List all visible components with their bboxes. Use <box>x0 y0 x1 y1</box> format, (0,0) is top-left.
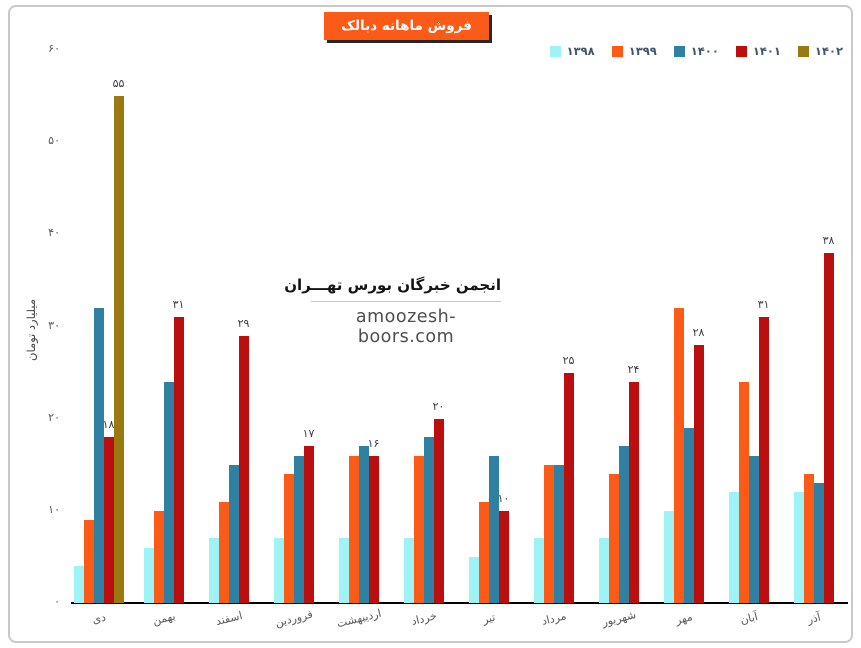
bar <box>163 381 174 603</box>
legend-item: ۱۴۰۲ <box>797 44 843 58</box>
bar-value-label: ۲۸ <box>692 325 705 339</box>
y-tick-label: ۵۰ <box>48 134 60 148</box>
bar <box>93 308 104 603</box>
bar <box>803 473 814 603</box>
watermark-website: amoozesh-boors.com <box>355 307 457 347</box>
legend: ۱۳۹۸ ۱۳۹۹ ۱۴۰۰ ۱۴۰۱ ۱۴۰۲ <box>549 44 843 58</box>
legend-label: ۱۴۰۱ <box>752 44 781 58</box>
y-tick-label: ۱۰ <box>48 502 60 516</box>
bar <box>238 335 249 603</box>
bar <box>748 455 759 603</box>
legend-label: ۱۴۰۲ <box>814 44 843 58</box>
legend-label: ۱۳۹۹ <box>628 44 657 58</box>
bar <box>728 492 739 603</box>
bar <box>413 455 424 603</box>
bar <box>303 446 314 603</box>
bar-value-label: ۵۵ <box>112 77 125 91</box>
y-tick-label: ۳۰ <box>48 318 60 332</box>
bar-value-label: ۲۵ <box>562 353 575 367</box>
legend-label: ۱۳۹۸ <box>566 44 595 58</box>
legend-swatch <box>549 45 561 57</box>
bar <box>103 437 114 603</box>
bar-value-label: ۲۹ <box>237 316 250 330</box>
bar <box>663 510 674 603</box>
bar-value-label: ۳۱ <box>757 298 770 312</box>
bar <box>673 308 684 603</box>
legend-swatch <box>735 45 747 57</box>
bar-value-label: ۲۴ <box>627 362 640 376</box>
bar <box>628 381 639 603</box>
bar <box>823 252 834 603</box>
x-axis-line <box>71 602 848 604</box>
bar <box>423 437 434 603</box>
legend-item: ۱۴۰۱ <box>735 44 781 58</box>
bar <box>218 501 229 603</box>
bar <box>608 473 619 603</box>
bar <box>403 538 414 603</box>
bar <box>543 464 554 603</box>
bar <box>598 538 609 603</box>
bar <box>693 344 704 603</box>
bar <box>358 446 369 603</box>
bar <box>208 538 219 603</box>
bar <box>488 455 499 603</box>
bar <box>478 501 489 603</box>
bar <box>683 427 694 603</box>
bar-value-label: ۱۶ <box>367 436 380 450</box>
bar <box>498 510 509 603</box>
bar-value-label: ۱۸ <box>102 418 115 432</box>
bar <box>433 418 444 603</box>
bar <box>283 473 294 603</box>
legend-item: ۱۴۰۰ <box>673 44 719 58</box>
y-tick-label: ۰ <box>54 595 60 608</box>
bar <box>273 538 284 603</box>
bar-value-label: ۱۰ <box>497 491 510 505</box>
legend-swatch <box>611 45 623 57</box>
watermark: انجمن خبرگان بورس تهـــران amoozesh-boor… <box>284 276 501 347</box>
bar <box>368 455 379 603</box>
bar <box>738 381 749 603</box>
y-tick-label: ۴۰ <box>48 226 60 240</box>
bar <box>338 538 349 603</box>
bar <box>113 96 124 603</box>
bar <box>553 464 564 603</box>
bar <box>153 510 164 603</box>
bar <box>143 547 154 603</box>
bar-value-label: ۳۸ <box>822 233 835 247</box>
legend-item: ۱۳۹۸ <box>549 44 595 58</box>
legend-swatch <box>673 45 685 57</box>
y-tick-label: ۶۰ <box>48 42 60 55</box>
bar <box>758 317 769 603</box>
bar <box>83 520 94 603</box>
watermark-org-name: انجمن خبرگان بورس تهـــران <box>284 276 501 294</box>
bar <box>173 317 184 603</box>
bar <box>468 556 479 603</box>
bar <box>813 483 824 603</box>
bar-value-label: ۲۰ <box>432 399 445 413</box>
legend-swatch <box>797 45 809 57</box>
bar <box>793 492 804 603</box>
bar <box>228 464 239 603</box>
plot-area: ۰ ۱۰ ۲۰ ۳۰ ۴۰ ۵۰ ۶۰ ۱۸ ۵۵ دی ۳۱ بهمن ۲۹ اسفند ۱۷ فروردی… <box>48 42 848 630</box>
bar <box>618 446 629 603</box>
bar-value-label: ۳۱ <box>172 298 185 312</box>
bar <box>293 455 304 603</box>
bar-value-label: ۱۷ <box>302 427 315 441</box>
chart-title-banner: فروش ماهانه دبالک <box>324 12 489 40</box>
watermark-divider <box>311 301 501 302</box>
bar <box>348 455 359 603</box>
bar <box>563 372 574 603</box>
bar <box>533 538 544 603</box>
y-tick-label: ۲۰ <box>48 410 60 424</box>
legend-item: ۱۳۹۹ <box>611 44 657 58</box>
legend-label: ۱۴۰۰ <box>690 44 719 58</box>
chart-title: فروش ماهانه دبالک <box>341 18 472 34</box>
bar <box>73 566 84 603</box>
